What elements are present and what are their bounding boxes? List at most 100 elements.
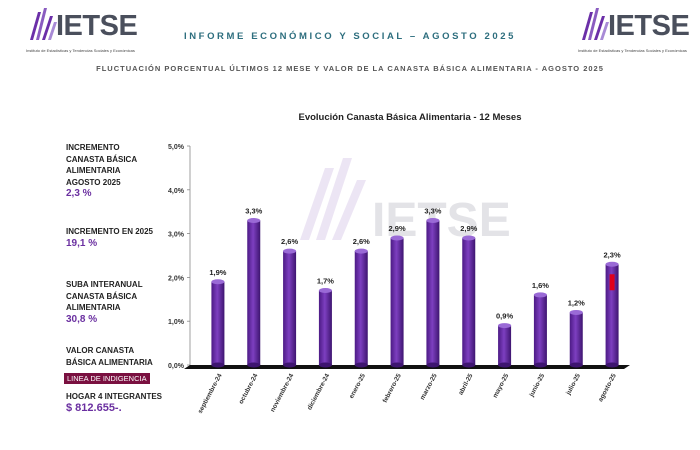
- bar-body: [211, 281, 225, 365]
- bar-body: [533, 294, 547, 365]
- bar-diciembre-24: 1,7% diciembre-24: [306, 277, 334, 412]
- bar-base: [247, 362, 261, 368]
- data-label: 1,7%: [317, 277, 334, 286]
- x-tick-label: octubre-24: [238, 372, 260, 405]
- bar-base: [390, 362, 404, 368]
- bar-body: [354, 251, 368, 365]
- interannual-value: 30,8 %: [66, 313, 98, 325]
- data-label: 1,9%: [209, 268, 226, 277]
- bar-body: [498, 325, 512, 365]
- bar-body: [462, 237, 476, 365]
- bar-base: [211, 362, 225, 368]
- bar-body: [390, 237, 404, 365]
- bar-body: [569, 312, 583, 365]
- chart-title: Evolución Canasta Básica Alimentaria - 1…: [299, 112, 522, 123]
- data-label: 2,6%: [353, 237, 370, 246]
- bar-base: [533, 362, 547, 368]
- bar-cap: [498, 323, 512, 329]
- data-label: 3,3%: [424, 206, 441, 215]
- bar-base: [283, 362, 297, 368]
- bar-body: [605, 264, 619, 365]
- data-label: 3,3%: [245, 206, 262, 215]
- household-block: HOGAR 4 INTEGRANTES $ 812.655-.: [66, 391, 162, 414]
- increment-month-line: AGOSTO 2025: [66, 177, 121, 187]
- x-tick-label: julio-25: [565, 372, 583, 397]
- report-subtitle: FLUCTUACIÓN PORCENTUAL ÚLTIMOS 12 MESE Y…: [96, 64, 604, 73]
- logo-subtitle: Instituto de Estadísticas y Tendencias S…: [26, 48, 135, 53]
- x-tick-label: septiembre-24: [197, 372, 224, 415]
- bar-base: [462, 362, 476, 368]
- data-label: 0,9%: [496, 312, 513, 321]
- bar-base: [569, 362, 583, 368]
- data-label: 2,3%: [604, 250, 621, 259]
- increment-month-line: CANASTA BÁSICA: [66, 154, 138, 164]
- data-label: 2,6%: [281, 237, 298, 246]
- x-tick-label: enero-25: [348, 372, 367, 400]
- bar-cap: [605, 261, 619, 267]
- bar-cap: [247, 217, 261, 223]
- basket-value-line: BÁSICA ALIMENTARIA: [66, 357, 153, 367]
- x-tick-label: mayo-25: [492, 372, 511, 399]
- interannual-block: SUBA INTERANUAL CANASTA BÁSICA ALIMENTAR…: [66, 279, 143, 325]
- data-label: 2,9%: [460, 224, 477, 233]
- x-tick-label: junio-25: [528, 372, 547, 399]
- x-tick-label: agosto-25: [597, 372, 618, 403]
- bar-highlight-marker: [609, 274, 615, 291]
- ietse-logo-left: IETSE Instituto de Estadísticas y Tenden…: [26, 6, 146, 56]
- logo-bars-icon: [582, 8, 609, 40]
- y-tick-label: 1,0%: [168, 319, 185, 326]
- bar-base: [605, 362, 619, 368]
- watermark-bars-icon: [300, 158, 366, 240]
- bar-cap: [318, 288, 332, 294]
- increment-month-block: INCREMENTO CANASTA BÁSICA ALIMENTARIA AG…: [66, 142, 137, 200]
- bar-body: [283, 251, 297, 365]
- interannual-line: SUBA INTERANUAL: [66, 280, 143, 289]
- x-tick-label: abril-25: [457, 372, 474, 396]
- data-label: 1,2%: [568, 298, 585, 307]
- bar-cap: [354, 248, 368, 254]
- logo-subtitle: Instituto de Estadísticas y Tendencias S…: [578, 48, 687, 53]
- increment-month-line: INCREMENTO: [66, 143, 120, 152]
- x-tick-label: diciembre-24: [306, 372, 331, 411]
- bar-octubre-24: 3,3% octubre-24: [238, 206, 263, 405]
- data-label: 2,9%: [389, 224, 406, 233]
- y-tick-label: 0,0%: [168, 363, 185, 370]
- bar-body: [247, 220, 261, 365]
- bar-cap: [390, 235, 404, 241]
- increment-year-block: INCREMENTO EN 2025 19,1 %: [66, 226, 153, 249]
- increment-month-value: 2,3 %: [66, 188, 92, 199]
- bar-septiembre-24: 1,9% septiembre-24: [197, 268, 227, 415]
- bar-base: [426, 362, 440, 368]
- x-tick-label: marzo-25: [419, 372, 439, 401]
- indigence-line-badge: LINEA DE INDIGENCIA: [64, 373, 150, 384]
- logo-word: IETSE: [56, 10, 138, 42]
- bar-cap: [426, 217, 440, 223]
- bar-cap: [569, 309, 583, 315]
- interannual-line: CANASTA BÁSICA: [66, 291, 138, 301]
- bar-cap: [462, 235, 476, 241]
- basket-value-line: VALOR CANASTA: [66, 346, 135, 355]
- bar-junio-25: 1,6% junio-25: [528, 281, 549, 399]
- ietse-logo-right: IETSE Instituto de Estadísticas y Tenden…: [578, 6, 698, 56]
- bar-base: [354, 362, 368, 368]
- watermark: IETSE: [300, 158, 511, 247]
- bar-base: [318, 362, 332, 368]
- bar-body: [318, 290, 332, 365]
- bar-body: [426, 220, 440, 365]
- bar-julio-25: 1,2% julio-25: [565, 298, 585, 396]
- y-tick-label: 4,0%: [168, 188, 185, 195]
- y-tick-label: 3,0%: [168, 232, 185, 239]
- bar-febrero-25: 2,9% febrero-25: [382, 224, 406, 404]
- bar-mayo-25: 0,9% mayo-25: [492, 312, 514, 400]
- y-tick-label: 2,0%: [168, 275, 185, 282]
- interannual-line: ALIMENTARIA: [66, 303, 121, 312]
- logo-word: IETSE: [608, 10, 690, 42]
- increment-year-value: 19,1 %: [66, 237, 98, 249]
- household-line: HOGAR 4 INTEGRANTES: [66, 392, 163, 401]
- data-label: 1,6%: [532, 281, 549, 290]
- logo-bars-icon: [30, 8, 57, 40]
- increment-month-line: ALIMENTARIA: [66, 166, 121, 175]
- increment-year-line: INCREMENTO EN 2025: [66, 227, 153, 236]
- bar-cap: [211, 279, 225, 285]
